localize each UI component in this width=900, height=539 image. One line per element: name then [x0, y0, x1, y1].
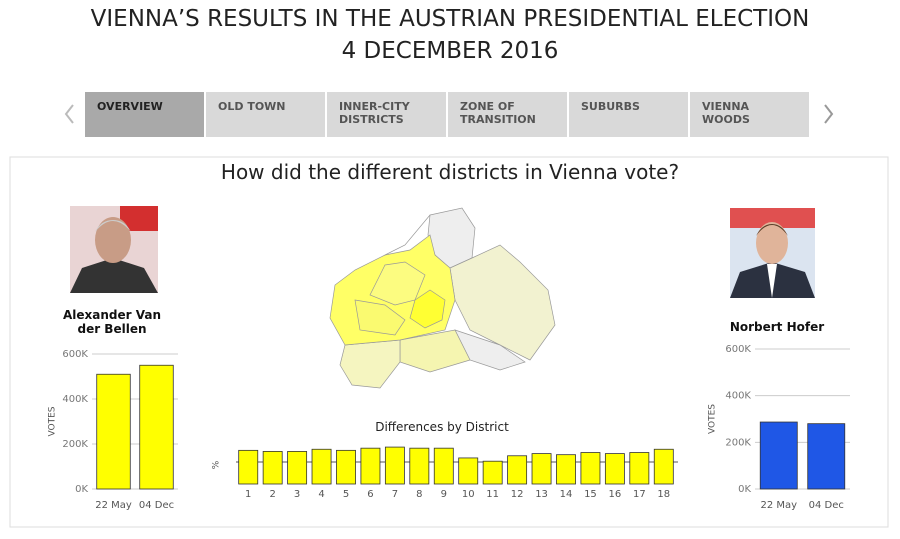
- title: VIENNA’S RESULTS IN THE AUSTRIAN PRESIDE…: [90, 6, 810, 32]
- candidate-name: Alexander Van der Bellen: [62, 308, 161, 336]
- portrait-left: [70, 206, 158, 293]
- x-tick-label: 8: [416, 489, 422, 500]
- x-tick-label: 22 May: [760, 500, 797, 511]
- bar: [759, 421, 798, 490]
- dashboard-title: How did the different districts in Vienn…: [220, 160, 680, 184]
- x-tick-label: 4: [318, 489, 324, 500]
- x-tick-label: 5: [343, 489, 349, 500]
- y-tick-label: 200K: [725, 437, 751, 448]
- bar: [629, 452, 650, 485]
- x-tick-label: 3: [294, 489, 300, 500]
- x-tick-label: 10: [462, 489, 475, 500]
- bar: [653, 448, 674, 485]
- x-tick-label: 6: [367, 489, 373, 500]
- x-tick-label: 16: [609, 489, 622, 500]
- bar: [458, 457, 479, 485]
- bar: [139, 364, 174, 490]
- subtitle: 4 DECEMBER 2016: [341, 38, 559, 64]
- district-border: [384, 214, 431, 256]
- tab[interactable]: OVERVIEW: [85, 92, 204, 137]
- tab-bar: OVERVIEW OLD TOWN INNER-CITY DISTRICTS ZONE…: [85, 92, 809, 137]
- tab[interactable]: INNER-CITY DISTRICTS: [327, 92, 446, 137]
- bar: [384, 446, 405, 485]
- portrait-right: [730, 208, 815, 298]
- bar: [580, 452, 601, 485]
- x-tick-label: 2: [269, 489, 275, 500]
- tab[interactable]: SUBURBS: [569, 92, 688, 137]
- y-axis-label: %: [212, 460, 222, 469]
- x-tick-label: 18: [657, 489, 670, 500]
- candidate-name: Norbert Hofer: [729, 320, 825, 334]
- y-tick-label: 400K: [725, 391, 751, 402]
- y-tick-label: 0K: [75, 484, 88, 495]
- x-tick-label: 14: [560, 489, 573, 500]
- next-arrow[interactable]: [824, 104, 834, 124]
- district-area: [409, 289, 446, 329]
- x-tick-label: 15: [584, 489, 597, 500]
- bar: [807, 423, 846, 490]
- bar: [262, 451, 283, 485]
- prev-arrow[interactable]: [64, 104, 74, 124]
- chart-title: Differences by District: [375, 420, 509, 434]
- x-tick-label: 7: [392, 489, 398, 500]
- x-tick-label: 11: [486, 489, 499, 500]
- bar: [531, 453, 552, 485]
- bar: [336, 449, 356, 485]
- bar: [507, 455, 528, 485]
- bar: [238, 449, 259, 485]
- bar: [433, 447, 454, 485]
- y-tick-label: 400K: [62, 394, 88, 405]
- bar: [360, 447, 381, 485]
- x-tick-label: 17: [633, 489, 646, 500]
- map: [329, 207, 556, 389]
- x-tick-label: 9: [441, 489, 447, 500]
- x-tick-label: 12: [511, 489, 524, 500]
- x-tick-label: 13: [535, 489, 548, 500]
- tab[interactable]: ZONE OF TRANSITION: [448, 92, 567, 137]
- y-tick-label: 600K: [62, 349, 88, 360]
- bar: [604, 453, 625, 485]
- y-axis-label: VOTES: [48, 406, 58, 436]
- x-tick-label: 1: [245, 489, 251, 500]
- bar: [556, 454, 576, 485]
- district-area: [354, 299, 406, 336]
- bar: [311, 448, 332, 485]
- tab[interactable]: OLD TOWN: [206, 92, 325, 137]
- x-tick-label: 22 May: [95, 500, 132, 511]
- bar: [482, 460, 503, 485]
- bar: [287, 451, 308, 485]
- x-tick-label: 04 Dec: [139, 500, 174, 511]
- bar: [409, 447, 430, 485]
- tab[interactable]: VIENNA WOODS: [690, 92, 809, 137]
- y-tick-label: 600K: [725, 344, 751, 355]
- bar: [96, 373, 131, 490]
- y-axis-label: VOTES: [708, 404, 718, 434]
- y-tick-label: 0K: [738, 484, 751, 495]
- x-tick-label: 04 Dec: [809, 500, 844, 511]
- y-tick-label: 200K: [62, 439, 88, 450]
